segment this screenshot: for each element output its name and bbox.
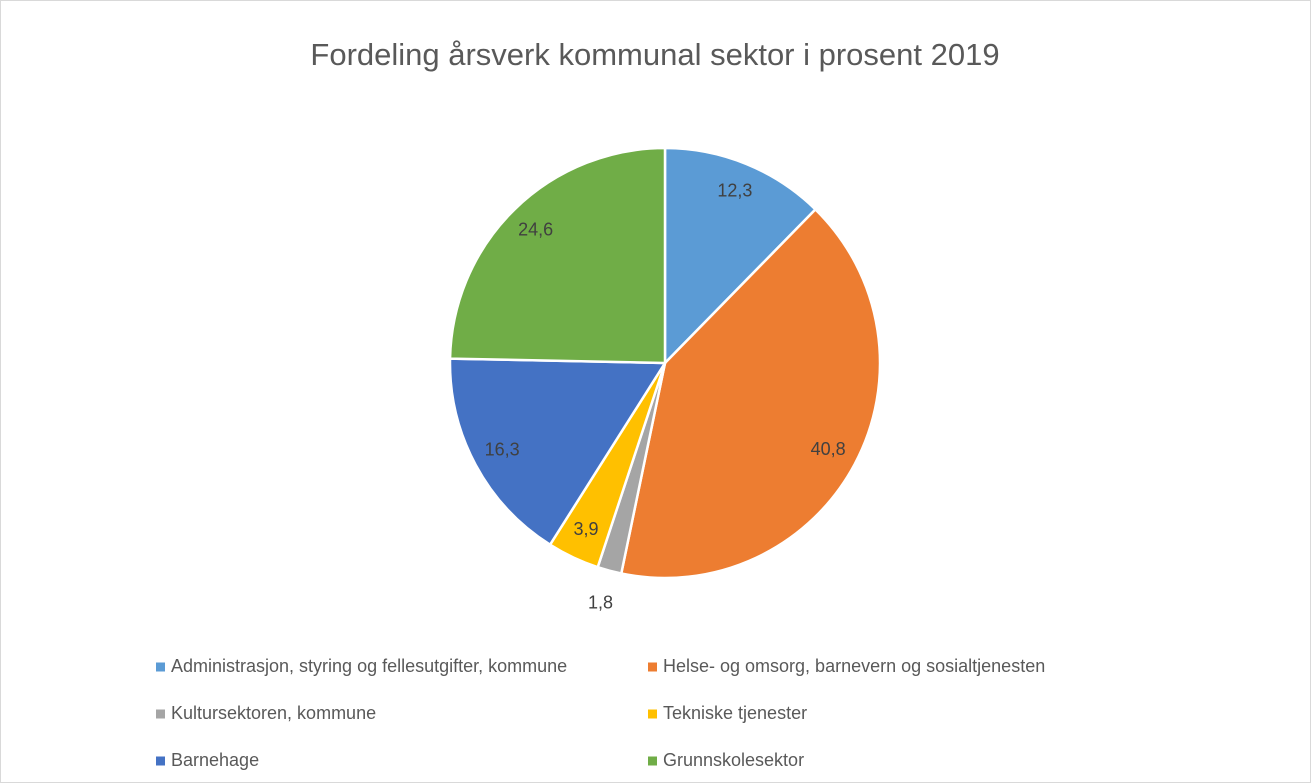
data-label: 12,3 [717,181,752,201]
data-label: 3,9 [574,519,599,539]
chart-title: Fordeling årsverk kommunal sektor i pros… [310,37,999,72]
pie-slice [619,207,882,580]
pie-slice [663,146,818,367]
legend-swatch [156,756,165,766]
legend-label: Barnehage [171,750,259,770]
data-label: 24,6 [518,220,553,240]
legend-swatch [648,709,657,719]
data-label: 1,8 [588,593,613,613]
pie-slice [448,357,668,547]
legend-swatch [648,756,657,766]
legend-label: Kultursektoren, kommune [171,703,376,723]
legend-swatch [156,662,165,672]
legend-swatch [156,709,165,719]
data-label: 16,3 [485,439,520,459]
legend-label: Helse- og omsorg, barnevern og sosialtje… [663,656,1045,676]
pie-slice [448,146,667,365]
data-label: 40,8 [811,439,846,459]
legend-label: Grunnskolesektor [663,750,804,770]
legend-label: Tekniske tjenester [663,703,807,723]
legend-label: Administrasjon, styring og fellesutgifte… [171,656,567,676]
legend-swatch [648,662,657,672]
